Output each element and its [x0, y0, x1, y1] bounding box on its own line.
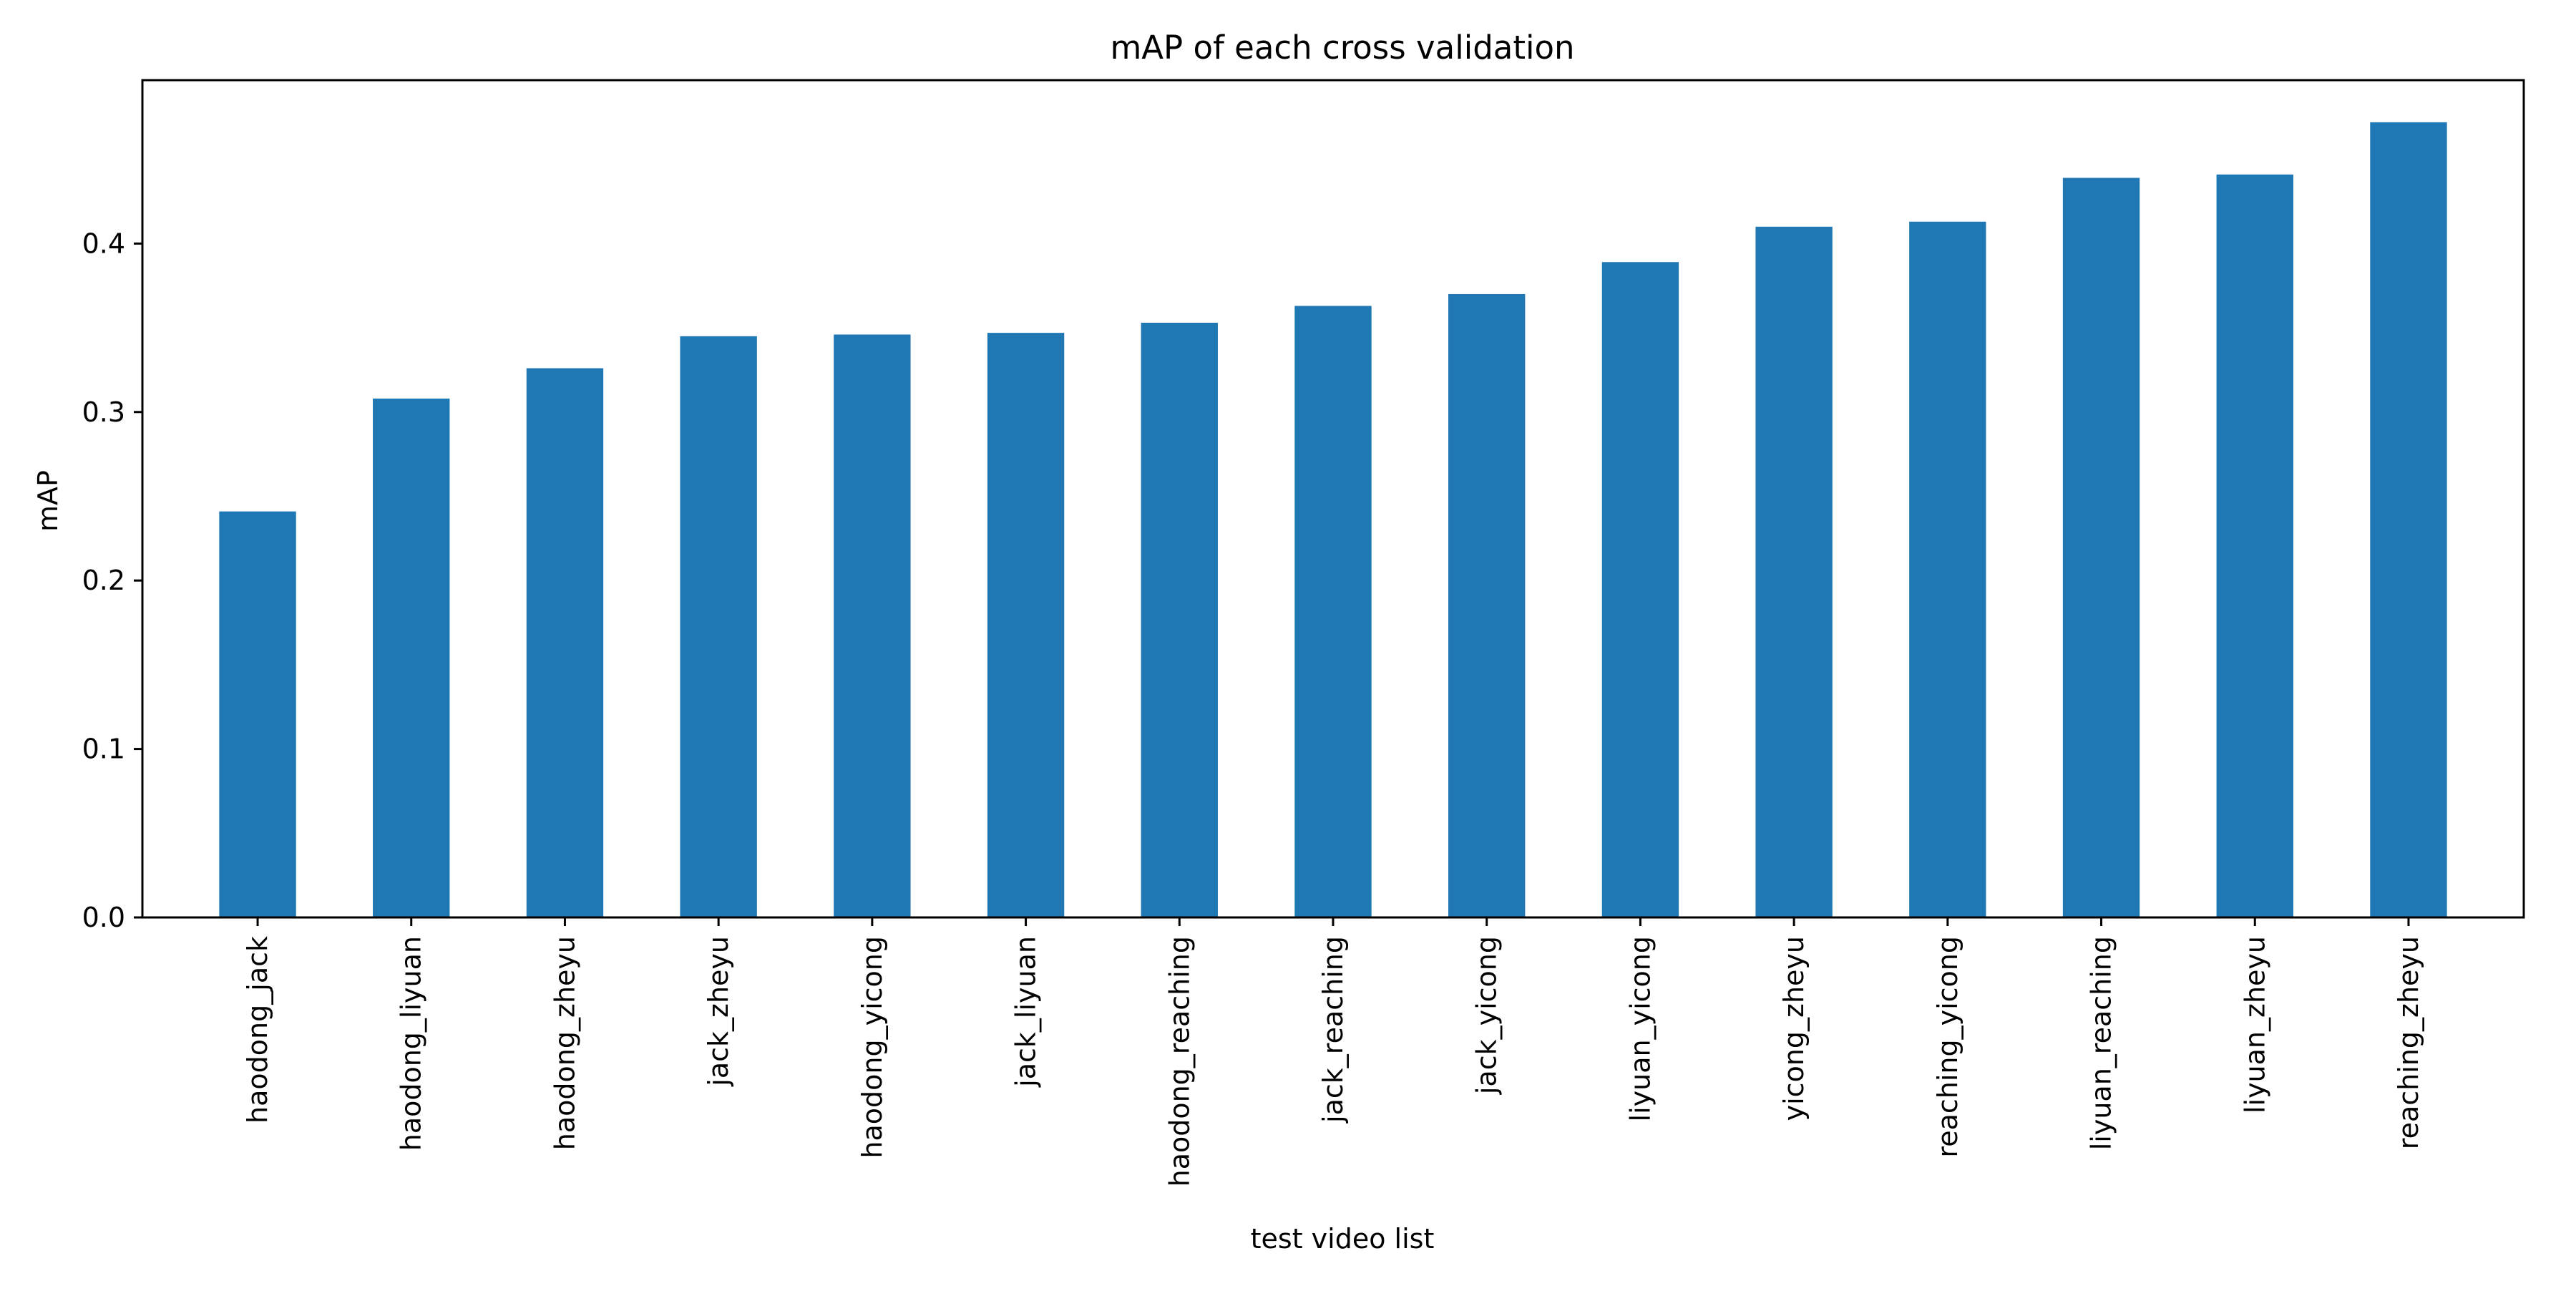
x-axis-label: test video list — [1251, 1223, 1435, 1255]
x-tick-label: liyuan_yicong — [1624, 936, 1656, 1121]
bar-reaching_yicong — [1909, 221, 1986, 917]
bar-liyuan_yicong — [1601, 262, 1679, 917]
bar-jack_zheyu — [680, 336, 757, 918]
x-tick-label: haodong_yicong — [857, 936, 888, 1159]
x-tick-label: jack_reaching — [1317, 936, 1349, 1124]
bar-yicong_zheyu — [1755, 226, 1833, 917]
y-axis-ticks: 0.0 0.1 0.2 0.3 0.4 — [82, 228, 142, 933]
bar-haodong_jack — [219, 511, 296, 917]
y-tick-label: 0.4 — [82, 228, 125, 259]
x-tick-label: haodong_liyuan — [396, 936, 427, 1151]
x-tick-label: haodong_jack — [242, 936, 273, 1124]
x-tick-label: jack_liyuan — [1010, 936, 1042, 1088]
bar-liyuan_zheyu — [2216, 174, 2293, 918]
bar-haodong_liyuan — [373, 398, 450, 917]
bar-haodong_reaching — [1141, 322, 1218, 917]
y-tick-label: 0.2 — [82, 565, 125, 596]
bar-jack_yicong — [1448, 293, 1526, 918]
bar-haodong_yicong — [834, 334, 911, 918]
bar-jack_reaching — [1294, 306, 1372, 917]
y-tick-label: 0.0 — [82, 902, 125, 933]
x-tick-label: haodong_zheyu — [549, 936, 580, 1150]
chart-title: mAP of each cross validation — [1110, 29, 1574, 67]
x-tick-label: liyuan_reaching — [2086, 936, 2117, 1150]
plot-frame — [141, 79, 2525, 919]
x-tick-label: jack_yicong — [1471, 936, 1503, 1095]
x-tick-label: reaching_zheyu — [2393, 936, 2424, 1149]
y-axis-label: mAP — [32, 470, 64, 532]
y-tick-label: 0.1 — [82, 734, 125, 765]
y-tick-label: 0.3 — [82, 396, 125, 428]
x-tick-label: liyuan_zheyu — [2239, 936, 2270, 1114]
bar-reaching_zheyu — [2370, 122, 2447, 918]
x-tick-label: jack_zheyu — [703, 936, 734, 1087]
x-tick-label: reaching_yicong — [1932, 936, 1963, 1158]
bar-haodong_zheyu — [526, 368, 604, 917]
bars-layer — [219, 122, 2447, 918]
x-axis-ticks: haodong_jack haodong_liyuan haodong_zheyu j… — [242, 917, 2424, 1187]
bar-liyuan_reaching — [2062, 177, 2140, 917]
x-tick-label: haodong_reaching — [1163, 936, 1195, 1187]
bar-jack_liyuan — [987, 333, 1065, 917]
x-tick-label: yicong_zheyu — [1778, 936, 1810, 1121]
